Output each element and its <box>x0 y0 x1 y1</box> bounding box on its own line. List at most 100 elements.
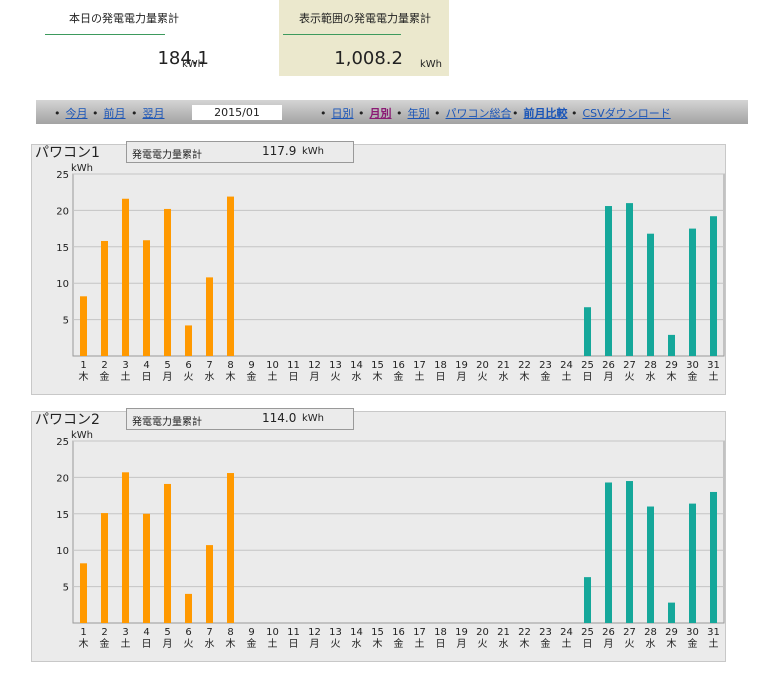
x-weekday-label: 木 <box>667 638 677 650</box>
x-weekday-label: 月 <box>163 371 173 383</box>
x-day-label: 15 <box>371 627 384 638</box>
x-day-label: 11 <box>287 627 300 638</box>
x-day-label: 3 <box>122 360 128 371</box>
y-tick-label: 25 <box>56 170 69 181</box>
current-period-field[interactable]: 2015/01 <box>192 105 282 120</box>
csv-download-link[interactable]: CSVダウンロード <box>582 107 671 120</box>
x-weekday-label: 月 <box>310 638 320 650</box>
plot-area <box>72 440 725 624</box>
x-day-label: 5 <box>164 360 170 371</box>
x-day-label: 31 <box>707 360 720 371</box>
x-day-label: 6 <box>185 627 191 638</box>
x-weekday-label: 土 <box>121 637 131 650</box>
pcs2-cumulative-value: 114.0 <box>262 411 297 425</box>
bar-day-7 <box>206 277 213 356</box>
x-day-label: 8 <box>227 360 233 371</box>
x-weekday-label: 土 <box>562 637 572 650</box>
y-tick-label: 10 <box>56 279 69 290</box>
pcs2-panel: 5 10 15 20 25 kWh 1 木 2 金 3 土 4 日 5 月 6 火 7 水 8 木 9 金 10 土 11 日 12 月 1… <box>31 408 726 662</box>
x-weekday-label: 月 <box>604 371 614 383</box>
x-weekday-label: 火 <box>331 638 341 650</box>
x-weekday-label: 金 <box>394 370 404 383</box>
today-value: 184.1 <box>157 48 209 69</box>
bar-day-6 <box>185 325 192 356</box>
y-tick-label: 5 <box>63 316 69 327</box>
x-day-label: 25 <box>581 627 594 638</box>
pcs1-title: パワコン1 <box>35 145 100 161</box>
x-day-label: 14 <box>350 360 363 371</box>
bar-day-3 <box>122 198 129 356</box>
x-day-label: 2 <box>101 627 107 638</box>
monthly-link[interactable]: 月別 <box>369 107 392 120</box>
nav-this-month: • 今月 <box>54 107 88 120</box>
x-day-label: 29 <box>665 627 678 638</box>
yearly-link[interactable]: 年別 <box>407 107 430 120</box>
y-axis-unit: kWh <box>71 163 93 174</box>
x-day-label: 24 <box>560 360 573 371</box>
nav-next-month: • 翌月 <box>131 107 165 120</box>
x-day-label: 11 <box>287 360 300 371</box>
bar-day-31 <box>710 216 717 356</box>
x-weekday-label: 金 <box>541 637 551 650</box>
x-day-label: 25 <box>581 360 594 371</box>
today-summary: 本日の発電電力量累計 184.1 kWh <box>45 0 225 76</box>
x-day-label: 16 <box>392 627 405 638</box>
y-tick-label: 5 <box>63 583 69 594</box>
nav-csv-download: • CSVダウンロード <box>571 107 671 120</box>
daily-link[interactable]: 日別 <box>331 107 354 120</box>
x-weekday-label: 木 <box>520 371 530 383</box>
x-weekday-label: 木 <box>520 638 530 650</box>
bar-day-26 <box>605 206 612 356</box>
x-day-label: 14 <box>350 627 363 638</box>
bar-day-27 <box>626 203 633 356</box>
x-day-label: 4 <box>143 627 149 638</box>
x-day-label: 27 <box>623 360 636 371</box>
y-tick-label: 10 <box>56 546 69 557</box>
x-weekday-label: 日 <box>142 372 152 383</box>
x-day-label: 4 <box>143 360 149 371</box>
x-weekday-label: 金 <box>541 370 551 383</box>
nav-monthly: • 月別 <box>358 107 392 120</box>
x-weekday-label: 土 <box>121 370 131 383</box>
pcs2-cumulative-label: 発電電力量累計 <box>132 417 202 428</box>
pcs1-cumulative-box: 発電電力量累計 117.9 kWh <box>126 141 354 163</box>
x-weekday-label: 水 <box>352 638 362 650</box>
x-weekday-label: 水 <box>352 371 362 383</box>
x-day-label: 10 <box>266 360 279 371</box>
y-tick-label: 15 <box>56 510 69 521</box>
next-month-link[interactable]: 翌月 <box>142 107 165 120</box>
bar-day-29 <box>668 334 675 356</box>
x-weekday-label: 日 <box>289 639 299 650</box>
prev-month-link[interactable]: 前月 <box>103 107 126 120</box>
x-weekday-label: 土 <box>268 370 278 383</box>
x-day-label: 15 <box>371 360 384 371</box>
bar-day-1 <box>80 563 87 623</box>
x-day-label: 29 <box>665 360 678 371</box>
x-weekday-label: 土 <box>415 637 425 650</box>
this-month-link[interactable]: 今月 <box>65 107 88 120</box>
x-weekday-label: 月 <box>310 371 320 383</box>
bar-day-4 <box>143 513 150 623</box>
pcs-total-link[interactable]: パワコン総合 <box>445 107 512 120</box>
x-weekday-label: 水 <box>205 371 215 383</box>
x-day-label: 18 <box>434 627 447 638</box>
x-day-label: 5 <box>164 627 170 638</box>
bar-day-29 <box>668 602 675 623</box>
x-day-label: 28 <box>644 627 657 638</box>
x-day-label: 26 <box>602 360 615 371</box>
y-tick-label: 20 <box>56 206 69 217</box>
x-weekday-label: 金 <box>688 637 698 650</box>
x-day-label: 9 <box>248 360 254 371</box>
x-weekday-label: 火 <box>625 371 635 383</box>
x-day-label: 3 <box>122 627 128 638</box>
x-day-label: 19 <box>455 360 468 371</box>
x-weekday-label: 土 <box>415 370 425 383</box>
x-weekday-label: 金 <box>247 637 257 650</box>
x-weekday-label: 火 <box>331 371 341 383</box>
x-day-label: 21 <box>497 360 510 371</box>
pcs1-cumulative-label: 発電電力量累計 <box>132 150 202 161</box>
pcs2-title: パワコン2 <box>35 412 100 428</box>
prev-month-compare-link[interactable]: 前月比較 <box>523 107 568 120</box>
x-weekday-label: 水 <box>646 371 656 383</box>
x-weekday-label: 土 <box>562 370 572 383</box>
